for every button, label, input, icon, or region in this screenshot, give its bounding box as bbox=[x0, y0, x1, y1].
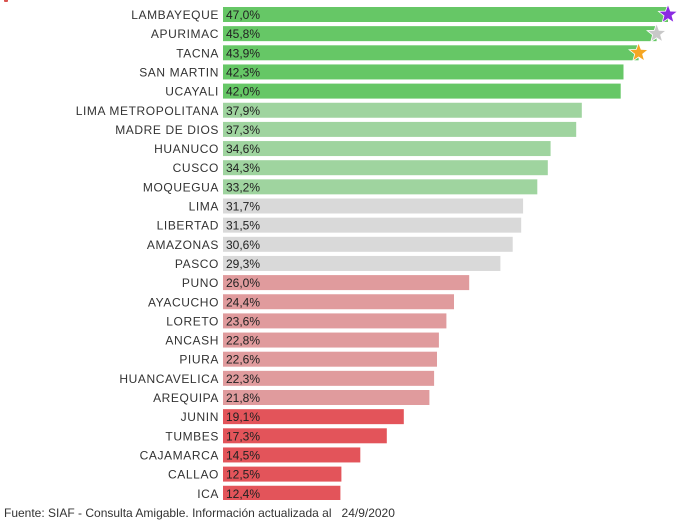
value-label: 47,0% bbox=[226, 8, 260, 22]
category-label: TACNA bbox=[176, 46, 219, 60]
category-label: HUANUCO bbox=[154, 142, 219, 156]
category-label: CUSCO bbox=[173, 161, 219, 175]
bar bbox=[223, 370, 435, 386]
value-label: 45,8% bbox=[226, 27, 260, 41]
category-label: SAN MARTIN bbox=[139, 65, 219, 79]
category-label: MOQUEGUA bbox=[143, 180, 219, 194]
category-label: PUNO bbox=[182, 276, 219, 290]
markers-layer bbox=[628, 3, 679, 62]
category-label: HUANCAVELICA bbox=[119, 372, 219, 386]
footer-source: Fuente: SIAF - Consulta Amigable. Inform… bbox=[4, 506, 332, 520]
footer-date: 24/9/2020 bbox=[341, 506, 395, 520]
bar bbox=[223, 351, 437, 367]
category-label: AREQUIPA bbox=[153, 391, 219, 405]
bar bbox=[223, 102, 582, 118]
bar bbox=[223, 236, 513, 252]
bar bbox=[223, 409, 404, 425]
value-label: 22,6% bbox=[226, 353, 260, 367]
value-label: 43,9% bbox=[226, 46, 260, 60]
value-label: 37,9% bbox=[226, 104, 260, 118]
bars-layer bbox=[223, 7, 668, 500]
value-label: 37,3% bbox=[226, 123, 260, 137]
bar bbox=[223, 332, 439, 348]
category-label: MADRE DE DIOS bbox=[115, 123, 219, 137]
bar bbox=[223, 64, 624, 80]
category-label: CALLAO bbox=[168, 468, 219, 482]
value-label: 34,6% bbox=[226, 142, 260, 156]
value-label: 42,3% bbox=[226, 65, 260, 79]
bar bbox=[223, 275, 470, 291]
bar bbox=[223, 447, 361, 463]
bar bbox=[223, 294, 454, 310]
category-label: JUNIN bbox=[181, 410, 219, 424]
category-label: PIURA bbox=[179, 353, 219, 367]
bar bbox=[223, 179, 538, 195]
value-label: 17,3% bbox=[226, 429, 260, 443]
category-label: ANCASH bbox=[165, 334, 219, 348]
gold-star-icon bbox=[628, 41, 650, 62]
bar bbox=[223, 26, 657, 42]
bar-chart: LAMBAYEQUE 47,0% APURIMAC 45,8% TACNA 43,9% SA… bbox=[76, 3, 679, 500]
category-label: LIMA bbox=[189, 200, 219, 214]
category-label: CAJAMARCA bbox=[140, 448, 219, 462]
value-label: 26,0% bbox=[226, 276, 260, 290]
bar bbox=[223, 160, 548, 176]
bar bbox=[223, 255, 501, 271]
value-label: 31,5% bbox=[226, 219, 260, 233]
value-label: 22,3% bbox=[226, 372, 260, 386]
value-label: 21,8% bbox=[226, 391, 260, 405]
category-label: AYACUCHO bbox=[148, 295, 219, 309]
category-label: UCAYALI bbox=[165, 85, 219, 99]
value-label: 31,7% bbox=[226, 200, 260, 214]
category-label: APURIMAC bbox=[151, 27, 219, 41]
bar bbox=[223, 390, 430, 405]
value-label: 24,4% bbox=[226, 295, 260, 309]
value-label: 22,8% bbox=[226, 334, 260, 348]
value-label: 29,3% bbox=[226, 257, 260, 271]
labels-layer: LAMBAYEQUE 47,0% APURIMAC 45,8% TACNA 43,9% SA… bbox=[76, 8, 261, 500]
value-label: 12,5% bbox=[226, 468, 260, 482]
category-label: TUMBES bbox=[165, 429, 219, 443]
value-label: 19,1% bbox=[226, 410, 260, 424]
bar bbox=[223, 217, 522, 233]
bar bbox=[223, 83, 621, 99]
purple-star-icon bbox=[657, 3, 679, 24]
bar bbox=[223, 45, 639, 61]
bar bbox=[223, 428, 387, 444]
category-label: LIMA METROPOLITANA bbox=[76, 104, 219, 118]
top-edge-marker bbox=[4, 0, 8, 2]
bar bbox=[223, 466, 342, 482]
value-label: 42,0% bbox=[226, 85, 260, 99]
bar bbox=[223, 313, 447, 329]
category-label: PASCO bbox=[175, 257, 219, 271]
category-label: LAMBAYEQUE bbox=[131, 8, 219, 22]
bar bbox=[223, 198, 524, 214]
value-label: 12,4% bbox=[226, 487, 260, 500]
category-label: ICA bbox=[197, 487, 219, 500]
value-label: 30,6% bbox=[226, 238, 260, 252]
category-label: AMAZONAS bbox=[147, 238, 219, 252]
bar bbox=[223, 121, 577, 137]
silver-star-icon bbox=[645, 22, 668, 43]
category-label: LORETO bbox=[166, 314, 219, 328]
bar bbox=[223, 141, 551, 157]
footer: Fuente: SIAF - Consulta Amigable. Inform… bbox=[4, 506, 395, 520]
value-label: 33,2% bbox=[226, 180, 260, 194]
bar bbox=[223, 7, 668, 22]
value-label: 14,5% bbox=[226, 448, 260, 462]
value-label: 34,3% bbox=[226, 161, 260, 175]
value-label: 23,6% bbox=[226, 314, 260, 328]
bar bbox=[223, 485, 341, 500]
category-label: LIBERTAD bbox=[157, 219, 219, 233]
